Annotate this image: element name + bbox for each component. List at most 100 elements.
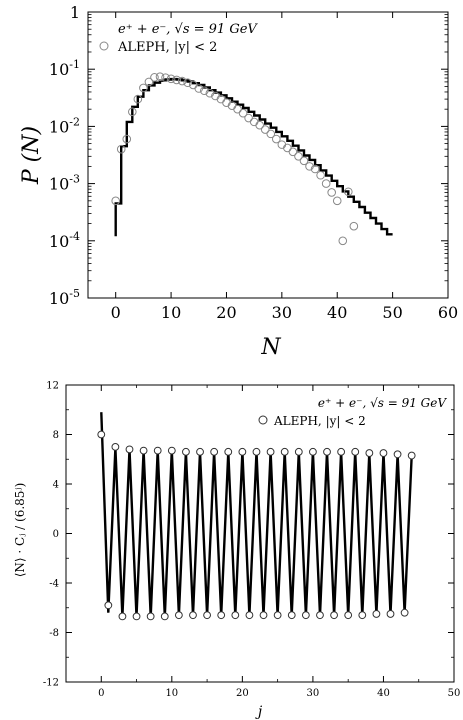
data-point-circle <box>125 445 134 454</box>
data-point-circle <box>177 76 187 86</box>
data-point-circle <box>299 156 309 166</box>
data-point-circle <box>224 447 233 456</box>
legend-line-label: e⁺ + e⁻, √s = 91 GeV <box>318 396 447 410</box>
data-point-circle <box>255 120 264 130</box>
data-point-circle <box>196 447 204 456</box>
y-tick-base: 10 <box>49 289 69 308</box>
data-point-circle <box>337 447 346 456</box>
data-point-circle <box>272 134 281 144</box>
data-point-circle <box>111 196 120 206</box>
chart-bottom-xlabel: j <box>255 704 263 720</box>
data-point-circle <box>260 125 270 134</box>
data-point-circle <box>344 187 353 197</box>
y-tick-base: 1 <box>70 3 80 22</box>
data-point-circle <box>144 77 154 87</box>
data-point-circle <box>351 447 360 456</box>
data-point-circle <box>205 88 215 98</box>
y-tick-label: 10-4 <box>49 230 80 251</box>
x-tick-label: 0 <box>111 303 121 322</box>
x-tick-label: 20 <box>236 688 249 699</box>
legend-points-label: ALEPH, |y| < 2 <box>273 414 366 428</box>
y-tick-label: -8 <box>49 628 59 639</box>
y-tick-label: 1 <box>70 3 80 22</box>
data-point-circle <box>104 601 113 610</box>
data-point-circle <box>266 447 275 456</box>
data-point-circle <box>217 611 226 620</box>
data-point-circle <box>166 74 176 84</box>
data-point-circle <box>400 608 409 617</box>
legend-points-label: ALEPH, |y| < 2 <box>117 40 217 55</box>
y-tick-label: 12 <box>46 381 59 392</box>
y-tick-base: 10 <box>49 232 69 251</box>
data-point-circle <box>316 170 325 180</box>
data-point-circle <box>122 134 132 144</box>
x-tick-label: 30 <box>272 303 292 322</box>
y-tick-exponent: -2 <box>69 115 80 128</box>
data-point-circle <box>139 83 148 93</box>
y-tick-exponent: -1 <box>69 58 80 71</box>
x-tick-label: 30 <box>307 688 320 699</box>
data-point-circle <box>338 236 348 246</box>
data-point-circle <box>393 450 402 459</box>
x-tick-label: 10 <box>161 303 181 322</box>
data-point-circle <box>310 164 320 174</box>
y-tick-exponent: -4 <box>69 230 80 243</box>
data-point-circle <box>146 612 155 621</box>
data-point-circle <box>294 152 303 161</box>
data-point-circle <box>153 446 162 455</box>
data-point-circle <box>259 611 268 620</box>
chart-top-frame <box>87 11 449 299</box>
data-point-circle <box>200 86 209 96</box>
data-point-circle <box>332 196 342 206</box>
data-point-circle <box>365 449 374 457</box>
data-point-circle <box>309 447 317 456</box>
y-tick-label: 10-1 <box>49 58 80 79</box>
data-point-circle <box>301 611 310 620</box>
data-point-circle <box>150 73 159 82</box>
data-point-circle <box>316 611 324 620</box>
data-point-circle <box>245 611 254 620</box>
y-tick-base: 10 <box>49 60 69 79</box>
data-point-circle <box>238 447 247 456</box>
data-point-circle <box>210 447 219 456</box>
data-point-circle <box>160 612 169 621</box>
data-point-circle <box>327 188 336 197</box>
x-tick-label: 40 <box>377 688 390 699</box>
y-tick-label: -4 <box>49 579 59 590</box>
data-point-circle <box>128 107 137 117</box>
data-point-circle <box>287 611 296 620</box>
data-point-circle <box>358 611 367 620</box>
data-point-circle <box>273 611 282 620</box>
data-point-circle <box>111 442 120 451</box>
y-tick-label: 8 <box>53 430 59 441</box>
data-point-circle <box>155 72 165 81</box>
x-tick-label: 10 <box>165 688 178 699</box>
y-tick-label: 4 <box>53 480 59 491</box>
x-tick-label: 0 <box>98 688 104 699</box>
data-point-circle <box>407 451 416 460</box>
data-point-circle <box>97 430 106 439</box>
y-tick-exponent: -5 <box>69 287 80 300</box>
x-tick-label: 60 <box>438 303 458 322</box>
data-point-circle <box>132 612 141 621</box>
data-point-circle <box>116 144 126 154</box>
data-point-circle <box>344 611 353 620</box>
data-point-circle <box>349 221 359 231</box>
data-point-circle <box>174 611 183 620</box>
y-tick-base: 10 <box>49 117 69 136</box>
data-point-circle <box>118 612 127 621</box>
data-point-circle <box>172 75 181 85</box>
data-point-circle <box>183 78 192 88</box>
data-point-circle <box>238 108 248 118</box>
data-point-circle <box>323 447 331 456</box>
data-point-circle <box>203 611 211 620</box>
legend-line-label: e⁺ + e⁻, √s = 91 GeV <box>118 22 258 37</box>
chart-bottom-legend: e⁺ + e⁻, √s = 91 GeV ALEPH, |y| < 2 <box>258 396 447 428</box>
data-point-circle <box>233 104 242 114</box>
data-point-circle <box>231 611 240 620</box>
data-point-circle <box>321 179 331 188</box>
legend-circle-marker <box>258 415 268 425</box>
x-tick-label: 40 <box>327 303 347 322</box>
